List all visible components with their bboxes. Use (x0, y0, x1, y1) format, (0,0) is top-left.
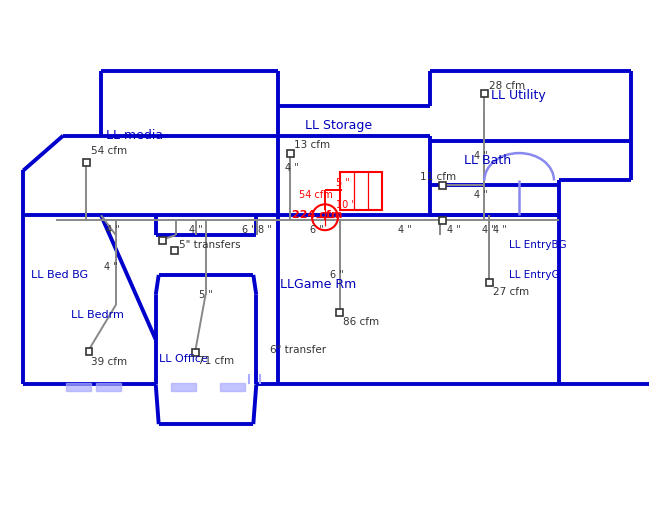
Bar (220, 383, 245, 391)
Bar (287, 150, 294, 157)
Bar (83, 159, 90, 166)
Text: 6" transfer: 6" transfer (270, 344, 326, 354)
Bar (96, 383, 121, 391)
Text: 54 cfm: 54 cfm (91, 145, 127, 155)
Bar (340, 173, 382, 211)
Text: 13 cfm: 13 cfm (294, 140, 330, 150)
Text: LLGame Rm: LLGame Rm (280, 278, 356, 291)
Text: LL Bedrm: LL Bedrm (71, 310, 124, 320)
Text: LL EntryG: LL EntryG (509, 270, 560, 280)
Bar (439, 182, 446, 189)
Bar (481, 90, 488, 97)
Text: 5 ": 5 " (336, 178, 350, 188)
Text: 54 cfm: 54 cfm (299, 191, 333, 201)
Text: LL Office: LL Office (159, 354, 207, 364)
Text: 27 cfm: 27 cfm (493, 287, 529, 297)
Bar (86, 348, 92, 355)
Text: 6 ": 6 " (242, 225, 256, 235)
Bar (192, 349, 199, 356)
Text: LL Bath: LL Bath (464, 154, 512, 167)
Bar (171, 247, 178, 254)
Text: 224 cfm: 224 cfm (292, 210, 343, 220)
Bar (171, 383, 196, 391)
Text: 4 ": 4 " (474, 151, 488, 161)
Text: LL Utility: LL Utility (491, 89, 546, 102)
Text: 71 cfm: 71 cfm (198, 356, 233, 366)
Text: 10 ": 10 " (336, 201, 356, 211)
Text: 4 ": 4 " (474, 191, 488, 201)
Text: 11 cfm: 11 cfm (420, 172, 456, 183)
Bar (337, 309, 343, 316)
Text: 28 cfm: 28 cfm (489, 81, 525, 91)
Bar (159, 237, 166, 244)
Text: 4 ": 4 " (398, 225, 411, 235)
Text: 4 ": 4 " (482, 225, 496, 235)
Text: 39 cfm: 39 cfm (91, 358, 127, 368)
Text: 6 ": 6 " (310, 225, 324, 235)
Text: LL media: LL media (106, 129, 163, 142)
Text: LL Bed BG: LL Bed BG (31, 270, 88, 280)
Text: 4 ": 4 " (188, 225, 202, 235)
Text: 4 ": 4 " (447, 225, 462, 235)
Text: 5 ": 5 " (198, 290, 213, 300)
Text: 4 ": 4 " (493, 225, 507, 235)
Text: 6 ": 6 " (330, 270, 344, 280)
Bar (66, 383, 91, 391)
Text: 5" transfers: 5" transfers (179, 240, 240, 250)
Text: 86 cfm: 86 cfm (343, 317, 379, 327)
Bar (486, 279, 493, 286)
Bar (439, 217, 446, 224)
Text: 4 ": 4 " (106, 225, 120, 235)
Text: 8 ": 8 " (258, 225, 272, 235)
Text: 4 ": 4 " (285, 163, 299, 173)
Text: 4 ": 4 " (104, 262, 118, 272)
Text: LL Storage: LL Storage (305, 119, 372, 132)
Text: LL EntryBG: LL EntryBG (509, 240, 567, 250)
